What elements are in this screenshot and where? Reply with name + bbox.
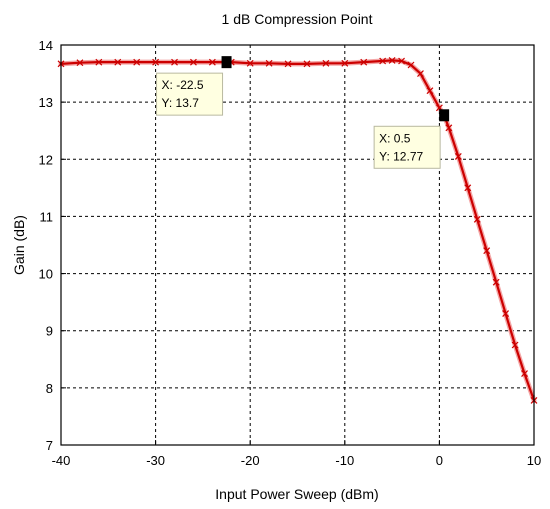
- data-point: [398, 57, 405, 65]
- data-point: [407, 61, 415, 69]
- x-tick-label: -10: [335, 453, 354, 468]
- series-layer: [57, 57, 538, 404]
- data-point: [388, 57, 396, 64]
- data-point: [76, 59, 84, 67]
- data-point: [208, 58, 216, 66]
- series-halo: [58, 57, 537, 403]
- data-point: [322, 59, 330, 67]
- x-tick-label: -40: [52, 453, 71, 468]
- data-point: [246, 59, 254, 67]
- y-tick-label: 14: [39, 38, 53, 53]
- datatip-x-label: X: 0.5: [379, 131, 411, 145]
- chart-title: 1 dB Compression Point: [222, 11, 373, 27]
- data-point: [265, 59, 273, 67]
- x-tick-label: -30: [146, 453, 165, 468]
- data-point: [114, 58, 122, 66]
- data-point: [152, 58, 160, 66]
- y-tick-label: 7: [46, 438, 53, 453]
- data-point: [483, 247, 491, 255]
- x-axis-label: Input Power Sweep (dBm): [215, 486, 378, 502]
- y-tick-label: 8: [46, 381, 53, 396]
- y-tick-label: 13: [39, 95, 53, 110]
- grid: [60, 44, 535, 446]
- data-point: [417, 70, 424, 77]
- data-point: [95, 58, 103, 66]
- x-tick-label: -20: [241, 453, 260, 468]
- datatip-x-label: X: -22.5: [162, 78, 204, 92]
- annotation-layer: X: -22.5 Y: 13.7 X: 0.5 Y: 12.77: [156, 56, 450, 169]
- y-tick-label: 11: [40, 209, 54, 224]
- data-point: [341, 59, 349, 67]
- datatip-marker: [439, 109, 450, 122]
- data-point: [502, 310, 510, 317]
- y-tick-label: 12: [39, 152, 53, 167]
- data-point: [171, 58, 178, 66]
- data-point: [473, 215, 481, 223]
- data-point: [445, 124, 453, 132]
- datatip-y-label: Y: 12.77: [379, 149, 423, 163]
- data-point: [303, 60, 311, 68]
- x-tick-labels: -40 -30 -20 -10 0 10: [52, 453, 542, 468]
- data-point: [454, 153, 462, 160]
- data-point: [464, 184, 472, 192]
- data-point: [511, 341, 519, 349]
- y-tick-labels: 7 8 9 10 11 12 13 14: [39, 38, 53, 453]
- x-tick-label: 0: [436, 453, 443, 468]
- plot-frame: [60, 44, 535, 446]
- datatip: X: -22.5 Y: 13.7: [156, 56, 232, 116]
- data-point: [190, 58, 197, 66]
- data-point: [133, 58, 141, 66]
- data-point: [492, 278, 500, 286]
- datatip-marker: [221, 56, 232, 69]
- y-axis-label: Gain (dB): [11, 215, 27, 275]
- data-point: [521, 370, 528, 377]
- x-tick-label: 10: [527, 453, 541, 468]
- datatip: X: 0.5 Y: 12.77: [373, 109, 450, 169]
- datatip-box: [156, 72, 224, 116]
- series-line: [59, 59, 536, 402]
- data-point: [379, 57, 387, 65]
- datatip-y-label: Y: 13.7: [162, 96, 200, 110]
- data-point: [284, 60, 292, 68]
- y-tick-label: 10: [39, 267, 53, 282]
- data-point: [426, 87, 434, 95]
- y-tick-label: 9: [46, 324, 53, 339]
- datatip-box: [373, 125, 441, 169]
- data-point: [360, 58, 368, 66]
